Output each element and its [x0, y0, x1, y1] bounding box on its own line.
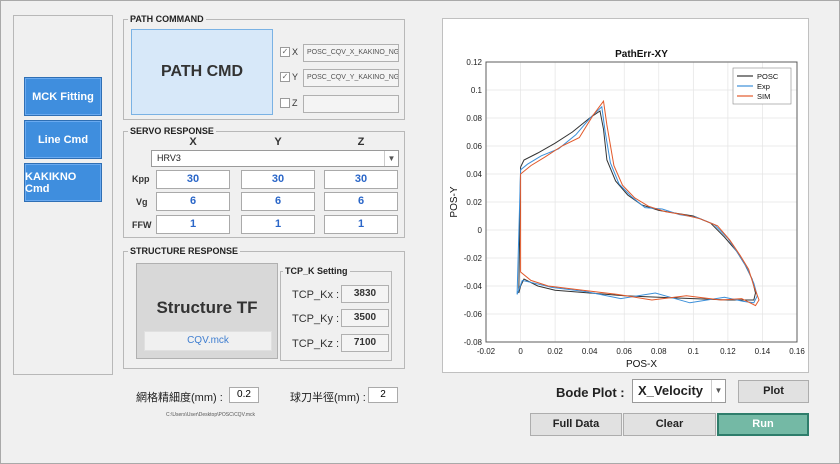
x-checkbox[interactable]: ✓	[280, 47, 290, 57]
x-tick-label: 0.02	[547, 347, 563, 356]
legend-entry: POSC	[757, 72, 779, 81]
check-icon: ✓	[281, 72, 289, 81]
y-checkbox-label: Y	[292, 72, 299, 82]
series-line-sim	[520, 99, 760, 307]
run-button[interactable]: Run	[717, 413, 809, 436]
kpp-z-field[interactable]: 30	[324, 170, 398, 189]
x-tick-label: 0.1	[688, 347, 700, 356]
x-tick-label: -0.02	[477, 347, 496, 356]
col-header-y: Y	[274, 136, 282, 148]
y-tick-label: 0.06	[466, 142, 482, 151]
x-tick-label: 0.14	[755, 347, 771, 356]
y-tick-label: 0.12	[466, 58, 482, 67]
vg-x-field[interactable]: 6	[156, 192, 230, 211]
vg-y-field[interactable]: 6	[241, 192, 315, 211]
tcp-kz-field[interactable]: 7100	[341, 334, 389, 352]
legend-entry: SIM	[757, 92, 770, 101]
mck-fitting-button[interactable]: MCK Fitting	[24, 77, 102, 116]
kakikno-cmd-button[interactable]: KAKIKNO Cmd	[24, 163, 102, 202]
y-tick-label: 0.08	[466, 114, 482, 123]
series-line-posc	[518, 110, 757, 301]
tcp-k-title: TCP_K Setting	[283, 265, 350, 277]
check-icon: ✓	[281, 47, 289, 56]
chevron-down-icon: ▼	[384, 151, 398, 166]
x-tick-label: 0.08	[651, 347, 667, 356]
nav-panel: MCK Fitting Line Cmd KAKIKNO Cmd	[13, 15, 113, 375]
chart-title: PathErr-XY	[615, 49, 668, 60]
full-data-button[interactable]: Full Data	[530, 413, 622, 436]
tcp-ky-label: TCP_Ky :	[292, 313, 340, 325]
servo-model-value: HRV3	[157, 153, 181, 163]
col-header-z: Z	[357, 136, 365, 148]
grid-resolution-field[interactable]: 0.2	[229, 387, 259, 403]
x-file-field[interactable]: POSC_CQV_X_KAKINO_NG.c	[303, 44, 399, 62]
bode-plot-select[interactable]: X_Velocity ▼	[632, 379, 726, 403]
y-axis-label: POS-Y	[449, 186, 460, 217]
ball-radius-label: 球刀半徑(mm) :	[290, 392, 366, 404]
structure-tf-button[interactable]: Structure TF CQV.mck	[136, 263, 278, 359]
x-tick-label: 0.16	[789, 347, 805, 356]
clear-button[interactable]: Clear	[623, 413, 716, 436]
z-checkbox-label: Z	[292, 98, 298, 108]
y-tick-label: -0.08	[464, 338, 483, 347]
y-tick-label: 0	[478, 226, 483, 235]
grid-resolution-label: 網格精細度(mm) :	[136, 392, 223, 404]
bode-plot-value: X_Velocity	[638, 383, 704, 398]
kpp-x-field[interactable]: 30	[156, 170, 230, 189]
col-header-x: X	[189, 136, 197, 148]
line-cmd-button[interactable]: Line Cmd	[24, 120, 102, 159]
y-tick-label: 0.02	[466, 198, 482, 207]
chevron-down-icon: ▼	[711, 380, 725, 402]
legend-entry: Exp	[757, 82, 770, 91]
tcp-kz-label: TCP_Kz :	[292, 338, 340, 350]
x-axis-label: POS-X	[626, 359, 657, 370]
ffw-z-field[interactable]: 1	[324, 215, 398, 234]
y-tick-label: -0.04	[464, 282, 483, 291]
x-tick-label: 0.06	[616, 347, 632, 356]
tcp-kx-label: TCP_Kx :	[292, 289, 340, 301]
tcp-ky-field[interactable]: 3500	[341, 309, 389, 327]
vg-z-field[interactable]: 6	[324, 192, 398, 211]
mck-file-field: CQV.mck	[144, 331, 272, 351]
mck-path-text: C:\Users\User\Desktop\POSC\CQV.mck	[166, 412, 256, 418]
structure-response-title: STRUCTURE RESPONSE	[128, 245, 241, 257]
kpp-y-field[interactable]: 30	[241, 170, 315, 189]
tcp-kx-field[interactable]: 3830	[341, 285, 389, 303]
y-tick-label: -0.02	[464, 254, 483, 263]
y-checkbox[interactable]: ✓	[280, 72, 290, 82]
ffw-label: FFW	[132, 220, 152, 230]
y-tick-label: -0.06	[464, 310, 483, 319]
plot-button[interactable]: Plot	[738, 380, 809, 403]
ffw-x-field[interactable]: 1	[156, 215, 230, 234]
structure-tf-label: Structure TF	[156, 298, 258, 317]
y-tick-label: 0.04	[466, 170, 482, 179]
servo-response-title: SERVO RESPONSE	[128, 125, 216, 137]
plot-panel: -0.02 0 0.02 0.04 0.06 0.08 0.1 0.12 0.14 0.16 -0.…	[442, 18, 809, 373]
vg-label: Vg	[136, 197, 148, 207]
y-file-field[interactable]: POSC_CQV_Y_KAKINO_NG.c	[303, 69, 399, 87]
plot-border	[485, 61, 798, 343]
x-tick-label: 0.04	[582, 347, 598, 356]
ffw-y-field[interactable]: 1	[241, 215, 315, 234]
servo-model-select[interactable]: HRV3 ▼	[151, 150, 399, 167]
kpp-label: Kpp	[132, 174, 150, 184]
ball-radius-field[interactable]: 2	[368, 387, 398, 403]
path-cmd-button[interactable]: PATH CMD	[131, 29, 273, 115]
x-checkbox-label: X	[292, 47, 299, 57]
bode-plot-label: Bode Plot :	[556, 385, 625, 400]
y-tick-label: 0.1	[471, 86, 483, 95]
z-file-field[interactable]	[303, 95, 399, 113]
x-tick-label: 0	[518, 347, 523, 356]
z-checkbox[interactable]	[280, 98, 290, 108]
x-tick-label: 0.12	[720, 347, 736, 356]
path-error-chart: -0.02 0 0.02 0.04 0.06 0.08 0.1 0.12 0.14 0.16 -0.…	[449, 49, 805, 370]
path-command-title: PATH COMMAND	[128, 13, 206, 25]
